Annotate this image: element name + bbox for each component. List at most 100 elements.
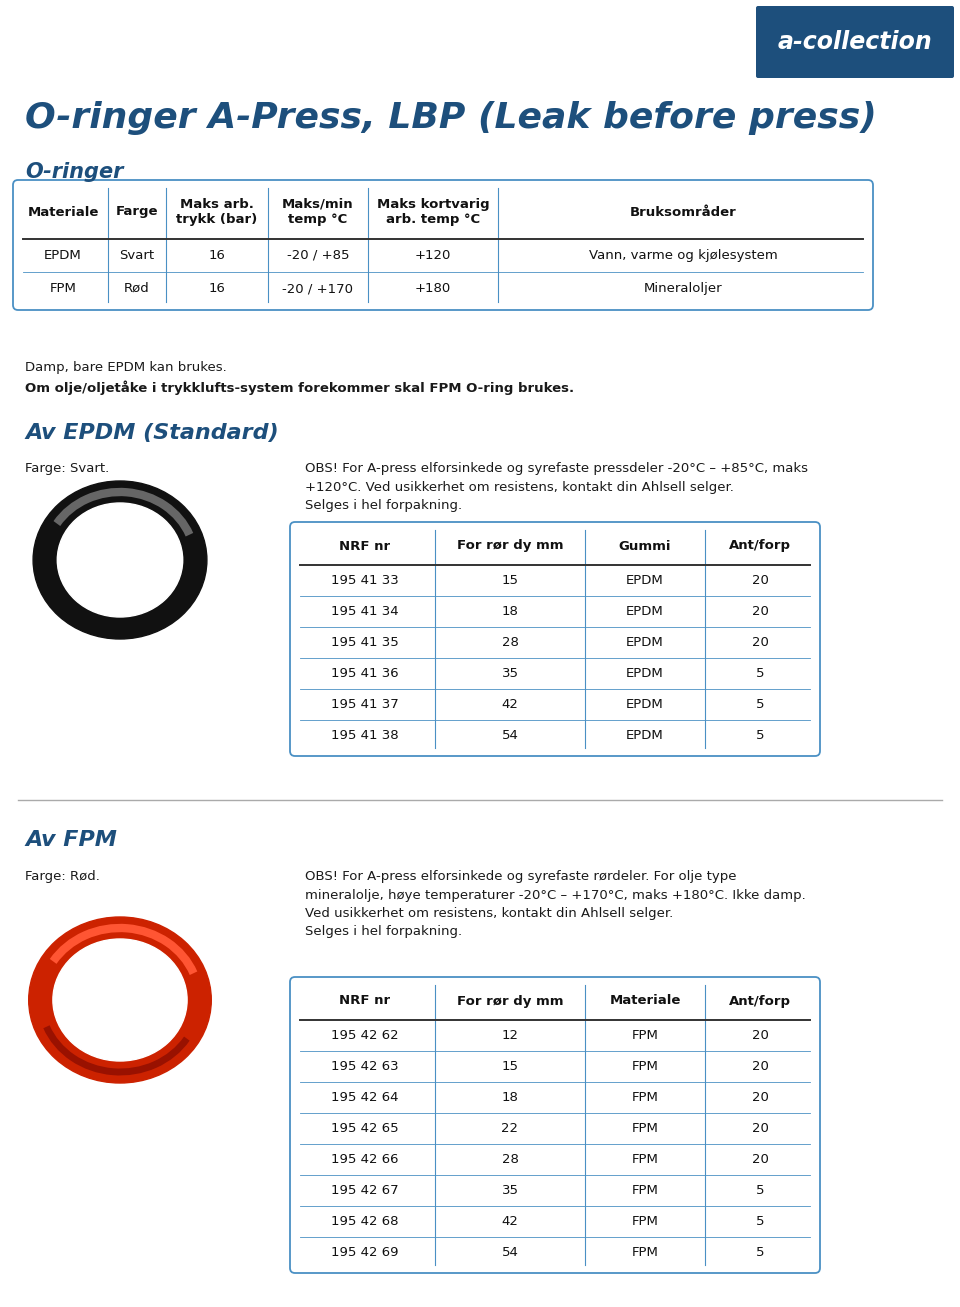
Text: 28: 28 [501, 1153, 518, 1166]
Text: 20: 20 [752, 1029, 768, 1042]
Text: Ant/forp: Ant/forp [729, 995, 791, 1008]
Text: Farge: Svart.: Farge: Svart. [25, 461, 109, 474]
Text: 195 41 34: 195 41 34 [331, 605, 398, 618]
Text: FPM: FPM [632, 1091, 659, 1104]
Text: 20: 20 [752, 1153, 768, 1166]
Text: FPM: FPM [632, 1246, 659, 1259]
Text: O-ringer: O-ringer [25, 162, 124, 182]
Text: Om olje/oljetåke i trykklufts-system forekommer skal FPM O-ring brukes.: Om olje/oljetåke i trykklufts-system for… [25, 380, 574, 395]
Text: Maks/min
temp °C: Maks/min temp °C [282, 197, 354, 226]
Text: 195 42 68: 195 42 68 [331, 1216, 398, 1229]
Text: 54: 54 [501, 1246, 518, 1259]
Text: 20: 20 [752, 1091, 768, 1104]
Text: O-ringer A-Press, LBP (Leak before press): O-ringer A-Press, LBP (Leak before press… [25, 101, 876, 135]
Text: 195 42 67: 195 42 67 [331, 1184, 398, 1197]
Text: EPDM: EPDM [626, 667, 664, 680]
Text: -20 / +85: -20 / +85 [287, 250, 349, 261]
Text: 15: 15 [501, 1060, 518, 1073]
Text: 195 42 69: 195 42 69 [331, 1246, 398, 1259]
FancyBboxPatch shape [290, 521, 820, 755]
Text: For rør dy mm: For rør dy mm [457, 995, 564, 1008]
Text: FPM: FPM [50, 282, 77, 295]
Text: +180: +180 [415, 282, 451, 295]
Ellipse shape [58, 503, 182, 617]
Text: OBS! For A-press elforsinkede og syrefaste pressdeler -20°C – +85°C, maks
+120°C: OBS! For A-press elforsinkede og syrefas… [305, 461, 808, 512]
Text: a-collection: a-collection [778, 30, 932, 54]
Text: Materiale: Materiale [27, 205, 99, 218]
Text: 195 41 36: 195 41 36 [331, 667, 398, 680]
Text: 195 42 63: 195 42 63 [331, 1060, 398, 1073]
Text: Farge: Rød.: Farge: Rød. [25, 870, 100, 884]
Text: EPDM: EPDM [626, 637, 664, 650]
Text: 5: 5 [756, 1216, 764, 1229]
Text: NRF nr: NRF nr [340, 540, 391, 553]
Ellipse shape [29, 918, 211, 1084]
Text: OBS! For A-press elforsinkede og syrefaste rørdeler. For olje type
mineralolje, : OBS! For A-press elforsinkede og syrefas… [305, 870, 805, 938]
Text: NRF nr: NRF nr [340, 995, 391, 1008]
Ellipse shape [33, 481, 207, 639]
Text: 20: 20 [752, 605, 768, 618]
Text: 12: 12 [501, 1029, 518, 1042]
Text: +120: +120 [415, 250, 451, 261]
Text: 18: 18 [501, 1091, 518, 1104]
Text: Gummi: Gummi [619, 540, 671, 553]
FancyBboxPatch shape [756, 7, 954, 78]
Text: 195 42 64: 195 42 64 [331, 1091, 398, 1104]
Text: EPDM: EPDM [626, 605, 664, 618]
Text: 22: 22 [501, 1121, 518, 1134]
Text: 42: 42 [501, 698, 518, 711]
Text: Materiale: Materiale [610, 995, 681, 1008]
Text: 5: 5 [756, 667, 764, 680]
Text: 5: 5 [756, 729, 764, 742]
Text: FPM: FPM [632, 1153, 659, 1166]
Text: Maks kortvarig
arb. temp °C: Maks kortvarig arb. temp °C [376, 197, 490, 226]
Text: 195 42 62: 195 42 62 [331, 1029, 398, 1042]
Text: 42: 42 [501, 1216, 518, 1229]
Text: Vann, varme og kjølesystem: Vann, varme og kjølesystem [588, 250, 778, 261]
Text: FPM: FPM [632, 1184, 659, 1197]
Text: Av EPDM (Standard): Av EPDM (Standard) [25, 423, 278, 443]
Text: 15: 15 [501, 574, 518, 587]
Text: 195 41 37: 195 41 37 [331, 698, 398, 711]
Text: Ant/forp: Ant/forp [729, 540, 791, 553]
Text: 195 41 35: 195 41 35 [331, 637, 398, 650]
Text: Svart: Svart [119, 250, 155, 261]
Text: 20: 20 [752, 1121, 768, 1134]
Text: Av FPM: Av FPM [25, 830, 117, 850]
Text: Mineraloljer: Mineraloljer [644, 282, 722, 295]
Text: 195 42 65: 195 42 65 [331, 1121, 398, 1134]
Text: EPDM: EPDM [626, 698, 664, 711]
Text: 195 41 33: 195 41 33 [331, 574, 398, 587]
Text: Rød: Rød [124, 282, 150, 295]
Text: 16: 16 [208, 250, 226, 261]
Text: For rør dy mm: For rør dy mm [457, 540, 564, 553]
Text: 20: 20 [752, 637, 768, 650]
Text: EPDM: EPDM [626, 574, 664, 587]
Text: 5: 5 [756, 698, 764, 711]
Text: Bruksområder: Bruksområder [630, 205, 736, 218]
Text: Farge: Farge [116, 205, 158, 218]
FancyBboxPatch shape [13, 180, 873, 310]
Text: FPM: FPM [632, 1060, 659, 1073]
Text: 35: 35 [501, 1184, 518, 1197]
Ellipse shape [53, 938, 187, 1061]
Text: FPM: FPM [632, 1216, 659, 1229]
Text: EPDM: EPDM [44, 250, 82, 261]
Text: 195 42 66: 195 42 66 [331, 1153, 398, 1166]
Text: 20: 20 [752, 1060, 768, 1073]
Text: 18: 18 [501, 605, 518, 618]
Text: 28: 28 [501, 637, 518, 650]
Text: 35: 35 [501, 667, 518, 680]
Text: 54: 54 [501, 729, 518, 742]
Text: 5: 5 [756, 1246, 764, 1259]
Text: FPM: FPM [632, 1121, 659, 1134]
Text: -20 / +170: -20 / +170 [282, 282, 353, 295]
Text: FPM: FPM [632, 1029, 659, 1042]
Text: 20: 20 [752, 574, 768, 587]
Text: Damp, bare EPDM kan brukes.: Damp, bare EPDM kan brukes. [25, 362, 227, 375]
Text: EPDM: EPDM [626, 729, 664, 742]
Text: 5: 5 [756, 1184, 764, 1197]
Text: Maks arb.
trykk (bar): Maks arb. trykk (bar) [177, 197, 257, 226]
FancyBboxPatch shape [290, 978, 820, 1273]
Text: 195 41 38: 195 41 38 [331, 729, 398, 742]
